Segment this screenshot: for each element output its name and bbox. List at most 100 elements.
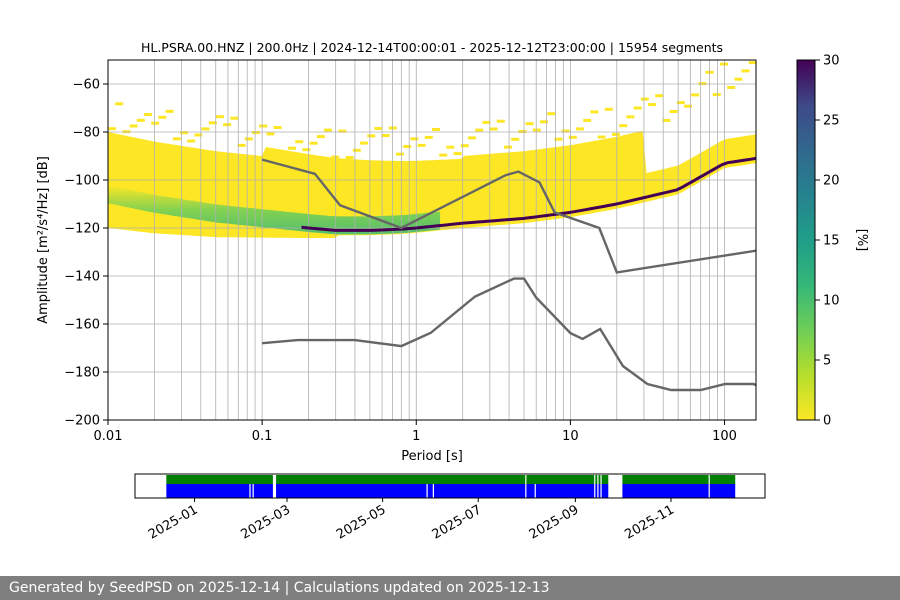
heatmap-cell — [381, 134, 390, 137]
heatmap-cell — [187, 139, 196, 143]
heatmap-cell — [684, 104, 692, 108]
heatmap-cell — [446, 145, 455, 149]
x-tick-label: 0.1 — [252, 429, 273, 444]
x-axis-ticks: 0.01 0.1 1 10 100 — [94, 420, 737, 444]
heatmap-cell — [540, 120, 548, 124]
heatmap-cell — [712, 93, 721, 97]
heatmap-cell — [201, 127, 210, 131]
timeline-tick-label: 2025-11 — [622, 502, 677, 542]
heatmap-cell — [475, 128, 484, 132]
heatmap-cell — [280, 153, 289, 157]
heatmap-cell — [619, 124, 628, 128]
heatmap-cell — [345, 156, 354, 159]
timeline-ticks: 2025-01 2025-03 2025-05 2025-07 2025-09 2025-… — [146, 498, 677, 543]
heatmap-cell — [252, 131, 260, 134]
timeline-tick-label: 2025-01 — [146, 502, 201, 542]
timeline-blue-break — [600, 484, 602, 498]
psd-plot-area: 0.01 0.1 1 10 100 −60 −80 −100 −120 −140 −160 −180… — [36, 59, 757, 464]
heatmap-cell — [518, 130, 527, 133]
timeline-blue-break — [249, 484, 251, 498]
colorbar-tick-label: 15 — [823, 234, 840, 249]
heatmap-cell — [676, 101, 685, 105]
y-tick-label: −180 — [64, 366, 100, 381]
timeline-blue-break — [426, 484, 428, 498]
heatmap-cell — [388, 126, 397, 130]
heatmap-cell — [410, 137, 419, 141]
timeline-green-break — [525, 475, 527, 484]
timeline-blue-break — [534, 484, 536, 498]
heatmap-cell — [532, 128, 541, 132]
colorbar-tick-label: 20 — [823, 174, 840, 189]
heatmap-cell — [424, 135, 433, 139]
heatmap-cell — [288, 146, 296, 150]
heatmap-cell — [460, 144, 469, 148]
footer-text: Generated by SeedPSD on 2025-12-14 | Cal… — [9, 580, 550, 596]
heatmap-cell — [597, 135, 606, 139]
heatmap-cell — [115, 102, 124, 106]
heatmap-cell — [604, 107, 613, 111]
figure-canvas: HL.PSRA.00.HNZ | 200.0Hz | 2024-12-14T00… — [36, 40, 869, 543]
heatmap-cell — [648, 103, 656, 107]
colorbar-tick-label: 5 — [823, 354, 831, 369]
y-tick-label: −160 — [64, 318, 100, 333]
y-tick-label: −60 — [73, 78, 100, 93]
heatmap-cell — [144, 113, 152, 116]
heatmap-cell — [691, 93, 700, 97]
y-tick-label: −140 — [64, 270, 100, 285]
timeline-tick-label: 2025-05 — [334, 502, 389, 542]
heatmap-cell — [432, 128, 440, 131]
timeline-blue-break — [708, 484, 710, 498]
timeline-green-break — [708, 475, 710, 484]
colorbar: 0 5 10 15 20 25 30 [%] — [796, 54, 869, 429]
heatmap-green-band — [108, 185, 441, 235]
plot-frame — [107, 59, 757, 421]
y-tick-label: −200 — [64, 414, 100, 429]
heatmap-cell — [655, 94, 664, 98]
heatmap-cell — [194, 133, 203, 137]
heatmap-cell — [108, 127, 116, 131]
colorbar-ticks: 0 5 10 15 20 25 30 — [815, 54, 840, 429]
heatmap-cell — [727, 86, 736, 89]
heatmap-cell — [741, 69, 750, 73]
footer-bar: Generated by SeedPSD on 2025-12-14 | Cal… — [0, 576, 900, 600]
heatmap-cell — [216, 115, 224, 119]
heatmap-cell — [561, 129, 570, 133]
heatmap-cell — [496, 119, 505, 123]
timeline-green-break — [594, 475, 596, 484]
heatmap-cell — [633, 106, 642, 110]
timeline-green-bar — [166, 475, 736, 484]
heatmap-cell — [273, 126, 282, 129]
heatmap-cell — [324, 128, 332, 132]
heatmap-cell — [129, 124, 138, 128]
x-tick-label: 1 — [412, 429, 420, 444]
heatmap-cell — [302, 148, 311, 152]
timeline-tick-label: 2025-07 — [430, 502, 485, 542]
x-tick-label: 10 — [562, 429, 579, 444]
heatmap-cell — [180, 131, 188, 135]
heatmap-cell — [244, 137, 253, 141]
heatmap-cell — [734, 77, 743, 81]
timeline-blue-break — [597, 484, 599, 498]
heatmap-cell — [417, 143, 426, 147]
timeline-blue-break — [432, 484, 434, 498]
y-tick-label: −80 — [73, 126, 100, 141]
mode-line — [301, 156, 756, 232]
timeline-blue-break — [525, 484, 527, 498]
heatmap-cell — [208, 121, 217, 125]
heatmap-cell — [374, 127, 383, 130]
heatmap-cell — [590, 110, 599, 114]
timeline-green-break — [597, 475, 599, 484]
colorbar-tick-label: 10 — [823, 294, 840, 309]
y-axis-ticks: −60 −80 −100 −120 −140 −160 −180 −200 — [64, 78, 108, 429]
y-tick-label: −100 — [64, 174, 100, 189]
heatmap-cell — [504, 145, 512, 149]
heatmap-cell — [554, 137, 563, 141]
heatmap-cell — [316, 135, 325, 139]
timeline-gap — [272, 474, 277, 498]
chart-title: HL.PSRA.00.HNZ | 200.0Hz | 2024-12-14T00… — [141, 40, 723, 55]
heatmap-cell — [748, 61, 756, 65]
heatmap-cell — [309, 141, 318, 145]
colorbar-gradient — [796, 59, 816, 421]
heatmap-cell — [367, 134, 376, 138]
heatmap-cell — [576, 127, 584, 131]
